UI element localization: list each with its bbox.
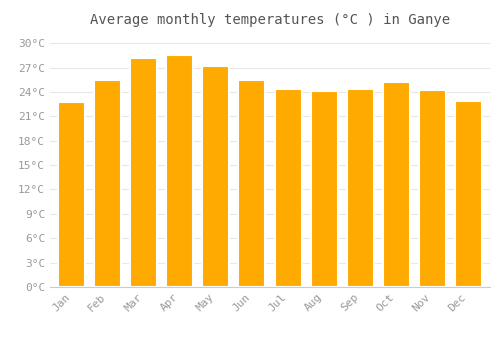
Bar (238, 80, 266, 287)
Bar (310, 91, 338, 287)
Bar (274, 89, 301, 287)
Bar (166, 55, 194, 287)
Bar (419, 90, 446, 287)
Bar (58, 102, 85, 287)
Bar (130, 58, 158, 287)
Bar (455, 101, 482, 287)
Bar (202, 66, 230, 287)
Bar (94, 80, 121, 287)
Bar (346, 90, 374, 287)
Title: Average monthly temperatures (°C ) in Ganye: Average monthly temperatures (°C ) in Ga… (90, 13, 450, 27)
Bar (382, 82, 410, 287)
